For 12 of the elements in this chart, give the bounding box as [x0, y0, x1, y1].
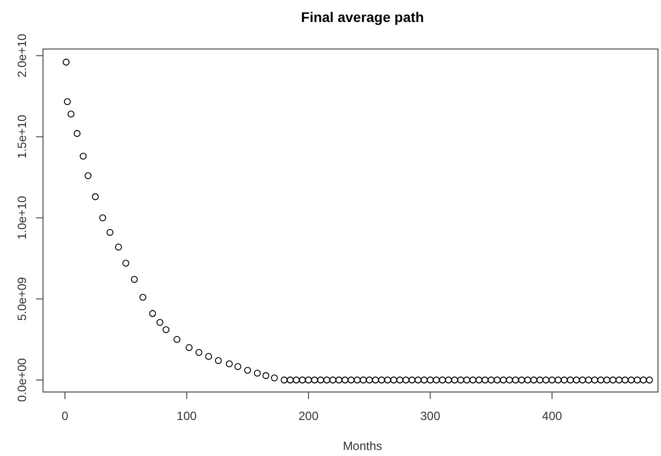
y-tick-label: 5.0e+09: [15, 276, 29, 321]
y-tick-label: 1.0e+10: [15, 196, 29, 240]
y-tick-label: 2.0e+10: [15, 33, 29, 78]
x-tick-label: 300: [420, 409, 441, 423]
x-tick-label: 400: [542, 409, 562, 423]
x-tick-label: 100: [176, 409, 198, 423]
y-tick-label: 1.5e+10: [15, 114, 29, 159]
x-axis-title: Months: [342, 439, 382, 453]
x-tick-label: 0: [62, 409, 69, 423]
x-tick-label: 200: [298, 409, 319, 423]
y-tick-label: 0.0e+00: [15, 358, 29, 402]
chart-title: Final average path: [301, 9, 424, 25]
